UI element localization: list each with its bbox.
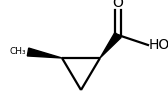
Text: HO: HO bbox=[149, 38, 168, 52]
Text: O: O bbox=[113, 0, 123, 10]
Text: CH₃: CH₃ bbox=[9, 48, 26, 57]
Polygon shape bbox=[100, 33, 121, 58]
Polygon shape bbox=[27, 48, 62, 58]
